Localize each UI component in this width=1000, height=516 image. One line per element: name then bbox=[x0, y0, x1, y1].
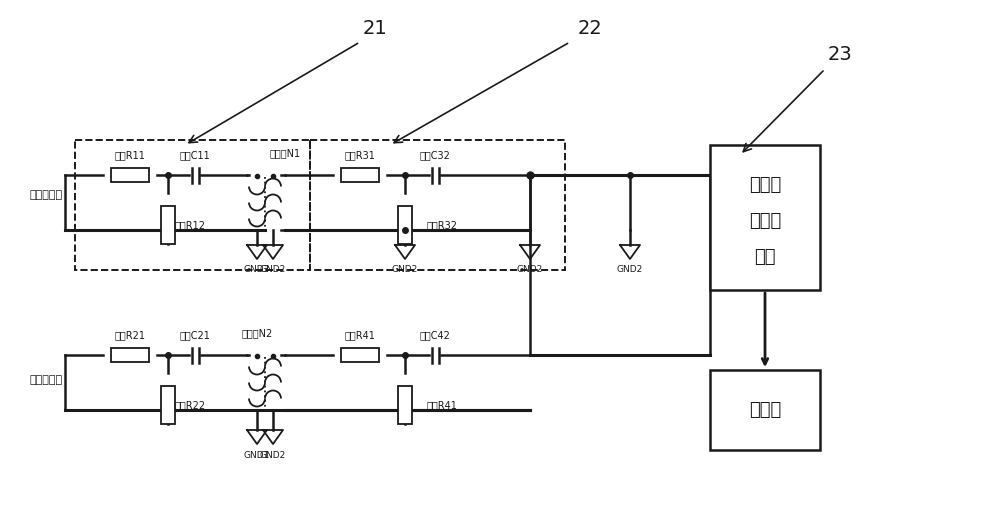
Text: 電阻R31: 電阻R31 bbox=[345, 150, 375, 160]
Text: 右聲道輸入: 右聲道輸入 bbox=[30, 375, 63, 385]
Text: GND2: GND2 bbox=[260, 266, 286, 275]
Text: 電阻R21: 電阻R21 bbox=[114, 330, 146, 340]
Text: 變壓器N1: 變壓器N1 bbox=[270, 148, 301, 158]
Bar bbox=[710, 370, 820, 450]
Text: 電阻R41: 電阻R41 bbox=[345, 330, 375, 340]
Text: GND2: GND2 bbox=[517, 266, 543, 275]
Text: GND1: GND1 bbox=[244, 450, 270, 460]
Text: 信號: 信號 bbox=[754, 248, 776, 266]
Text: GND2: GND2 bbox=[392, 266, 418, 275]
Bar bbox=[161, 206, 175, 244]
Text: 電阻R11: 電阻R11 bbox=[115, 150, 145, 160]
Bar bbox=[341, 348, 379, 362]
Bar bbox=[111, 348, 149, 362]
Bar bbox=[710, 145, 820, 290]
Text: 電容C11: 電容C11 bbox=[180, 150, 210, 160]
Text: GND2: GND2 bbox=[260, 450, 286, 460]
Text: 處理器: 處理器 bbox=[749, 401, 781, 419]
Text: 電容C32: 電容C32 bbox=[420, 150, 450, 160]
Text: GND3: GND3 bbox=[244, 266, 270, 275]
Text: 21: 21 bbox=[363, 19, 387, 38]
Text: 電阻R32: 電阻R32 bbox=[427, 220, 458, 230]
Bar bbox=[398, 386, 412, 424]
Bar bbox=[398, 206, 412, 244]
Text: 左聲道輸入: 左聲道輸入 bbox=[30, 190, 63, 200]
Bar bbox=[161, 386, 175, 424]
Text: 路噪聲: 路噪聲 bbox=[749, 212, 781, 230]
Text: 23: 23 bbox=[828, 45, 852, 64]
Text: 22: 22 bbox=[578, 19, 602, 38]
Text: 電阻R22: 電阻R22 bbox=[174, 400, 206, 410]
Text: 電容C42: 電容C42 bbox=[420, 330, 450, 340]
Text: 形成一: 形成一 bbox=[749, 176, 781, 194]
Bar bbox=[111, 168, 149, 182]
Bar bbox=[341, 168, 379, 182]
Text: 電阻R12: 電阻R12 bbox=[175, 220, 206, 230]
Bar bbox=[310, 140, 565, 270]
Text: 電容C21: 電容C21 bbox=[180, 330, 210, 340]
Text: 電阻R41: 電阻R41 bbox=[427, 400, 458, 410]
Text: 變壓器N2: 變壓器N2 bbox=[241, 328, 273, 338]
Bar bbox=[75, 140, 310, 270]
Text: GND2: GND2 bbox=[617, 266, 643, 275]
